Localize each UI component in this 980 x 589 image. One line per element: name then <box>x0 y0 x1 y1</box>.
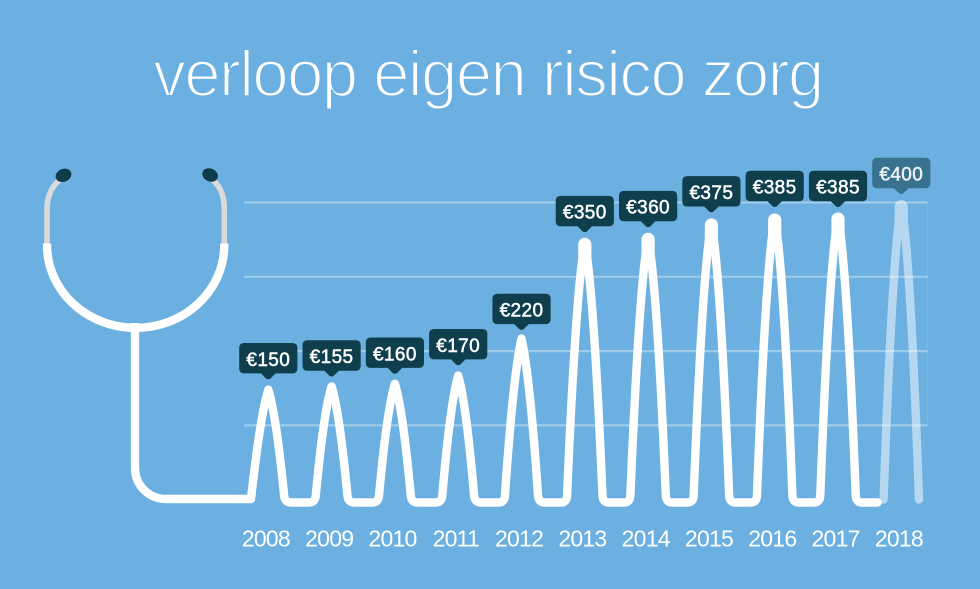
svg-text:€350: €350 <box>563 203 607 224</box>
svg-text:2012: 2012 <box>495 526 543 552</box>
svg-text:2014: 2014 <box>622 526 671 552</box>
svg-text:€385: €385 <box>753 178 797 199</box>
svg-text:€400: €400 <box>879 165 923 186</box>
svg-text:€160: €160 <box>373 344 417 365</box>
svg-text:2010: 2010 <box>368 526 416 552</box>
svg-text:€170: €170 <box>436 336 480 357</box>
svg-text:2017: 2017 <box>812 526 860 552</box>
svg-text:€360: €360 <box>626 198 670 219</box>
svg-text:2011: 2011 <box>433 526 479 552</box>
svg-text:2009: 2009 <box>305 526 353 552</box>
svg-text:2013: 2013 <box>558 526 606 552</box>
svg-text:2016: 2016 <box>748 526 796 552</box>
svg-text:verloop eigen risico zorg: verloop eigen risico zorg <box>153 37 823 110</box>
svg-text:2018: 2018 <box>875 526 923 552</box>
svg-text:€150: €150 <box>246 350 290 371</box>
svg-text:€220: €220 <box>500 301 544 322</box>
svg-text:€385: €385 <box>816 178 860 199</box>
svg-text:€155: €155 <box>310 347 354 368</box>
svg-text:2008: 2008 <box>242 526 290 552</box>
svg-text:2015: 2015 <box>685 526 733 552</box>
svg-text:€375: €375 <box>689 183 733 204</box>
